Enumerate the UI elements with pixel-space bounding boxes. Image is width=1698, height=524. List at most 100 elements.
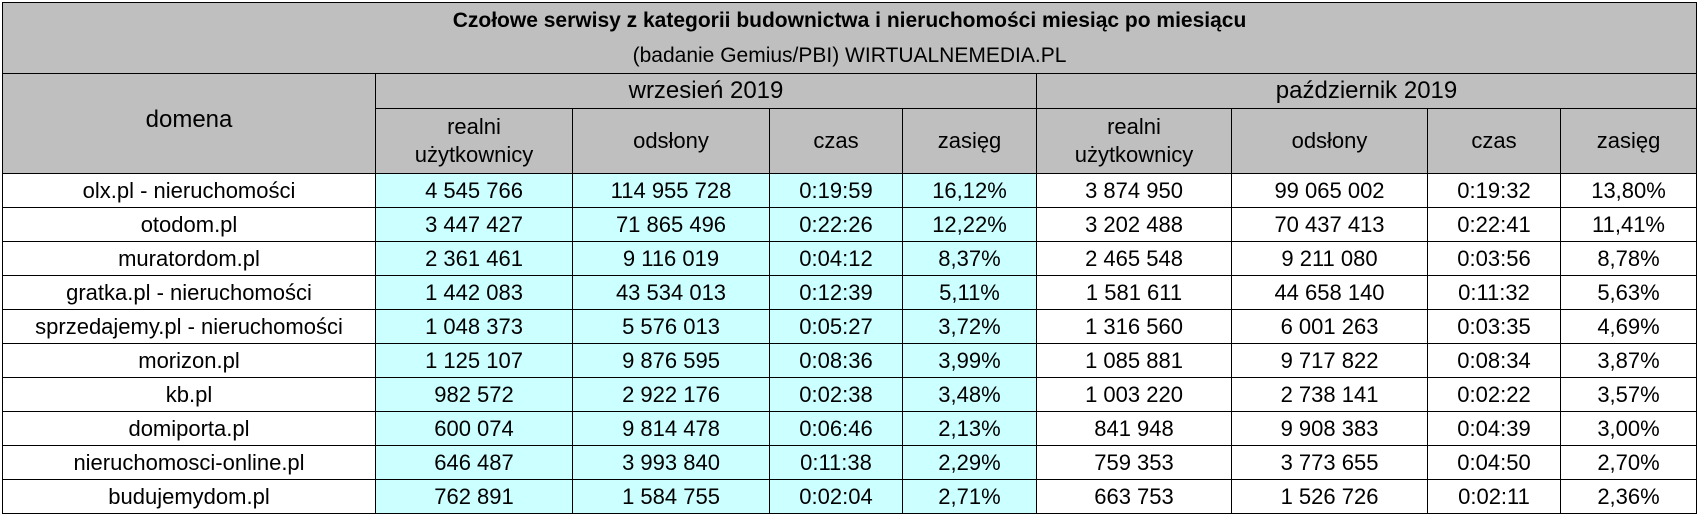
oct-time-cell: 0:02:11 [1427, 479, 1561, 514]
oct-time-cell: 0:03:35 [1427, 309, 1561, 344]
sep-reach-cell: 16,12% [902, 173, 1037, 208]
header-users-oct: realni użytkownicy [1036, 108, 1232, 174]
sep-time-cell: 0:04:12 [769, 241, 903, 276]
ranking-table: Czołowe serwisy z kategorii budownictwa … [1, 2, 1698, 514]
header-pageviews-oct: odsłony [1231, 108, 1428, 174]
table-row: muratordom.pl 2 361 461 9 116 019 0:04:12 8,… [2, 241, 1698, 276]
oct-reach-cell: 13,80% [1559, 173, 1698, 208]
domain-cell: kb.pl [2, 377, 376, 412]
sep-pageviews-cell: 9 814 478 [572, 411, 770, 446]
oct-users-cell: 3 874 950 [1036, 173, 1232, 208]
oct-pageviews-cell: 1 526 726 [1231, 479, 1428, 514]
month-header-september: wrzesień 2019 [375, 73, 1037, 109]
oct-time-cell: 0:08:34 [1427, 343, 1561, 378]
domain-cell: otodom.pl [2, 207, 376, 242]
table-row: otodom.pl 3 447 427 71 865 496 0:22:26 12,22… [2, 207, 1698, 242]
oct-pageviews-cell: 99 065 002 [1231, 173, 1428, 208]
sep-pageviews-cell: 5 576 013 [572, 309, 770, 344]
header-users-line2: użytkownicy [414, 142, 534, 167]
sep-pageviews-cell: 9 876 595 [572, 343, 770, 378]
header-time-oct: czas [1427, 108, 1561, 174]
table-row: gratka.pl - nieruchomości 1 442 083 43 534… [2, 275, 1698, 310]
domain-cell: budujemydom.pl [2, 479, 376, 514]
sep-reach-cell: 2,71% [902, 479, 1037, 514]
oct-time-cell: 0:03:56 [1427, 241, 1561, 276]
oct-reach-cell: 3,00% [1559, 411, 1698, 446]
oct-time-cell: 0:22:41 [1427, 207, 1561, 242]
sep-time-cell: 0:02:04 [769, 479, 903, 514]
domain-cell: muratordom.pl [2, 241, 376, 276]
table-row: morizon.pl 1 125 107 9 876 595 0:08:36 3,99%… [2, 343, 1698, 378]
sep-users-cell: 1 442 083 [375, 275, 573, 310]
sep-time-cell: 0:11:38 [769, 445, 903, 480]
domain-cell: sprzedajemy.pl - nieruchomości [2, 309, 376, 344]
oct-users-cell: 663 753 [1036, 479, 1232, 514]
oct-users-cell: 1 085 881 [1036, 343, 1232, 378]
oct-users-cell: 1 581 611 [1036, 275, 1232, 310]
table-row: budujemydom.pl 762 891 1 584 755 0:02:04 2,7… [2, 479, 1698, 514]
sep-users-cell: 1 125 107 [375, 343, 573, 378]
oct-users-cell: 1 316 560 [1036, 309, 1232, 344]
header-users-line1: realni [447, 114, 501, 139]
sep-users-cell: 3 447 427 [375, 207, 573, 242]
sep-users-cell: 2 361 461 [375, 241, 573, 276]
oct-time-cell: 0:04:39 [1427, 411, 1561, 446]
sep-users-cell: 982 572 [375, 377, 573, 412]
sep-users-cell: 1 048 373 [375, 309, 573, 344]
sep-pageviews-cell: 43 534 013 [572, 275, 770, 310]
sep-pageviews-cell: 71 865 496 [572, 207, 770, 242]
table-row: sprzedajemy.pl - nieruchomości 1 048 373 5… [2, 309, 1698, 344]
header-users-line1: realni [1107, 114, 1161, 139]
oct-time-cell: 0:02:22 [1427, 377, 1561, 412]
sep-time-cell: 0:05:27 [769, 309, 903, 344]
oct-reach-cell: 11,41% [1559, 207, 1698, 242]
oct-reach-cell: 5,63% [1559, 275, 1698, 310]
sep-pageviews-cell: 2 922 176 [572, 377, 770, 412]
sep-pageviews-cell: 114 955 728 [572, 173, 770, 208]
oct-reach-cell: 4,69% [1559, 309, 1698, 344]
oct-pageviews-cell: 2 738 141 [1231, 377, 1428, 412]
sep-reach-cell: 5,11% [902, 275, 1037, 310]
oct-pageviews-cell: 3 773 655 [1231, 445, 1428, 480]
domain-cell: morizon.pl [2, 343, 376, 378]
oct-time-cell: 0:19:32 [1427, 173, 1561, 208]
oct-users-cell: 3 202 488 [1036, 207, 1232, 242]
sep-reach-cell: 3,99% [902, 343, 1037, 378]
sep-pageviews-cell: 1 584 755 [572, 479, 770, 514]
sep-time-cell: 0:02:38 [769, 377, 903, 412]
oct-users-cell: 841 948 [1036, 411, 1232, 446]
oct-pageviews-cell: 70 437 413 [1231, 207, 1428, 242]
header-reach-sep: zasięg [902, 108, 1037, 174]
sep-time-cell: 0:06:46 [769, 411, 903, 446]
sep-time-cell: 0:22:26 [769, 207, 903, 242]
sep-users-cell: 646 487 [375, 445, 573, 480]
oct-users-cell: 1 003 220 [1036, 377, 1232, 412]
table-row: nieruchomosci-online.pl 646 487 3 993 840 0… [2, 445, 1698, 480]
sep-reach-cell: 3,72% [902, 309, 1037, 344]
table-title: Czołowe serwisy z kategorii budownictwa … [1, 2, 1698, 39]
month-header-october: październik 2019 [1035, 73, 1698, 109]
oct-reach-cell: 2,70% [1559, 445, 1698, 480]
oct-reach-cell: 2,36% [1559, 479, 1698, 514]
oct-reach-cell: 8,78% [1559, 241, 1698, 276]
sep-users-cell: 762 891 [375, 479, 573, 514]
domain-cell: nieruchomosci-online.pl [2, 445, 376, 480]
sep-users-cell: 600 074 [375, 411, 573, 446]
domain-cell: olx.pl - nieruchomości [2, 173, 376, 208]
table-row: olx.pl - nieruchomości 4 545 766 114 955 7… [2, 173, 1698, 208]
sep-pageviews-cell: 3 993 840 [572, 445, 770, 480]
header-users-sep: realni użytkownicy [375, 108, 573, 174]
oct-pageviews-cell: 6 001 263 [1231, 309, 1428, 344]
oct-time-cell: 0:04:50 [1427, 445, 1561, 480]
sep-reach-cell: 3,48% [902, 377, 1037, 412]
table-row: domiporta.pl 600 074 9 814 478 0:06:46 2,13%… [2, 411, 1698, 446]
oct-reach-cell: 3,57% [1559, 377, 1698, 412]
oct-reach-cell: 3,87% [1559, 343, 1698, 378]
sep-reach-cell: 8,37% [902, 241, 1037, 276]
sep-reach-cell: 2,13% [902, 411, 1037, 446]
table-subtitle: (badanie Gemius/PBI) WIRTUALNEMEDIA.PL [1, 39, 1698, 74]
sep-time-cell: 0:12:39 [769, 275, 903, 310]
oct-pageviews-cell: 9 908 383 [1231, 411, 1428, 446]
sep-pageviews-cell: 9 116 019 [572, 241, 770, 276]
